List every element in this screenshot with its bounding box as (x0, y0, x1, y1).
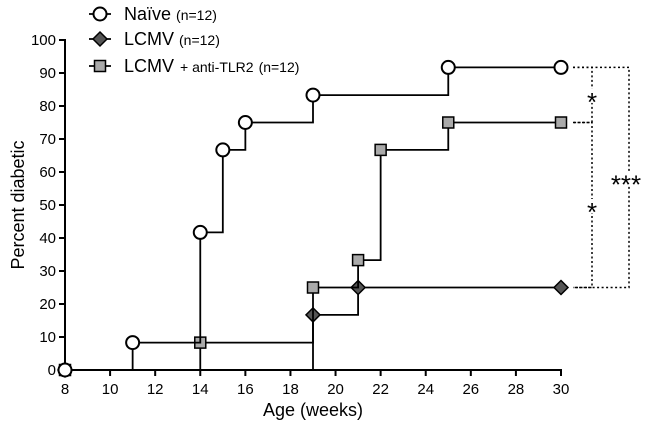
legend: Naïve (n=12)LCMV (n=12)LCMV + anti-TLR2 (n=1… (89, 4, 299, 76)
legend-entry: Naïve (n=12) (89, 4, 217, 24)
x-tick-label: 12 (147, 381, 164, 398)
y-tick-label: 100 (31, 32, 56, 49)
legend-series-n: (n=12) (179, 32, 220, 48)
data-point (306, 281, 320, 294)
data-point (442, 116, 455, 129)
legend-series-suffix: + anti-TLR2 (180, 59, 254, 75)
significance-bracket: * (573, 66, 599, 124)
data-point (553, 59, 569, 75)
axes: 0 10 20 30 40 50 60 70 80 90 100 8 10 12 14 16 18 20 22 24 2… (8, 32, 569, 420)
x-tick-label: 16 (237, 381, 254, 398)
y-axis-title: Percent diabetic (8, 140, 28, 269)
data-point (215, 142, 231, 158)
series-line (65, 66, 561, 371)
x-tick-label: 26 (462, 381, 479, 398)
significance-annotations: ***** (573, 66, 643, 289)
legend-series-n: (n=12) (176, 7, 217, 23)
label-backdrop (609, 171, 643, 186)
label-backdrop (585, 199, 599, 213)
legend-series-name: LCMV (124, 29, 174, 49)
label-backdrop (585, 88, 599, 103)
legend-label: LCMV (n=12) (124, 29, 220, 49)
significance-bracket: * (573, 121, 599, 289)
legend-label: LCMV + anti-TLR2 (n=12) (124, 56, 299, 76)
significance-label: *** (611, 169, 641, 199)
y-tick-label: 30 (39, 263, 56, 280)
y-tick-label: 80 (39, 98, 56, 115)
data-point (125, 335, 141, 351)
x-tick-label: 20 (327, 381, 344, 398)
series-layer (56, 59, 570, 379)
x-tick-label: 8 (61, 381, 69, 398)
significance-bracket: *** (573, 66, 643, 289)
legend-marker (91, 30, 109, 48)
x-tick-label: 30 (553, 381, 570, 398)
legend-entry: LCMV + anti-TLR2 (n=12) (89, 56, 299, 76)
legend-label: Naïve (n=12) (124, 4, 217, 24)
bracket-line (573, 121, 593, 289)
data-point (554, 116, 568, 129)
legend-series-n: (n=12) (259, 59, 300, 75)
data-point (192, 224, 208, 240)
data-point (351, 253, 365, 267)
x-tick-label: 22 (372, 381, 389, 398)
x-tick-label: 24 (417, 381, 434, 398)
y-tick-label: 10 (39, 329, 56, 346)
y-tick-label: 40 (39, 230, 56, 247)
data-point (440, 59, 456, 75)
y-tick-label: 0 (48, 362, 56, 379)
series-line (65, 286, 561, 371)
data-point (374, 143, 387, 157)
legend-marker (92, 6, 108, 22)
series-line (65, 121, 561, 371)
legend-marker (93, 59, 107, 73)
x-tick-label: 10 (102, 381, 119, 398)
y-tick-label: 20 (39, 296, 56, 313)
series-0 (57, 59, 569, 378)
data-point (237, 115, 253, 130)
data-point (552, 279, 570, 296)
legend-series-name: Naïve (124, 4, 171, 24)
y-tick-label: 70 (39, 131, 56, 148)
legend-entry: LCMV (n=12) (89, 29, 220, 49)
x-tick-label: 14 (192, 381, 209, 398)
significance-label: * (587, 87, 597, 117)
y-tick-label: 90 (39, 65, 56, 82)
legend-series-name: LCMV (124, 56, 174, 76)
y-tick-label: 60 (39, 164, 56, 181)
x-tick-label: 28 (508, 381, 525, 398)
data-point (305, 87, 321, 103)
bracket-line (573, 66, 630, 289)
significance-label: * (587, 197, 597, 227)
y-tick-label: 50 (39, 197, 56, 214)
x-tick-label: 18 (282, 381, 299, 398)
x-axis-title: Age (weeks) (263, 400, 363, 420)
data-point (57, 362, 73, 378)
